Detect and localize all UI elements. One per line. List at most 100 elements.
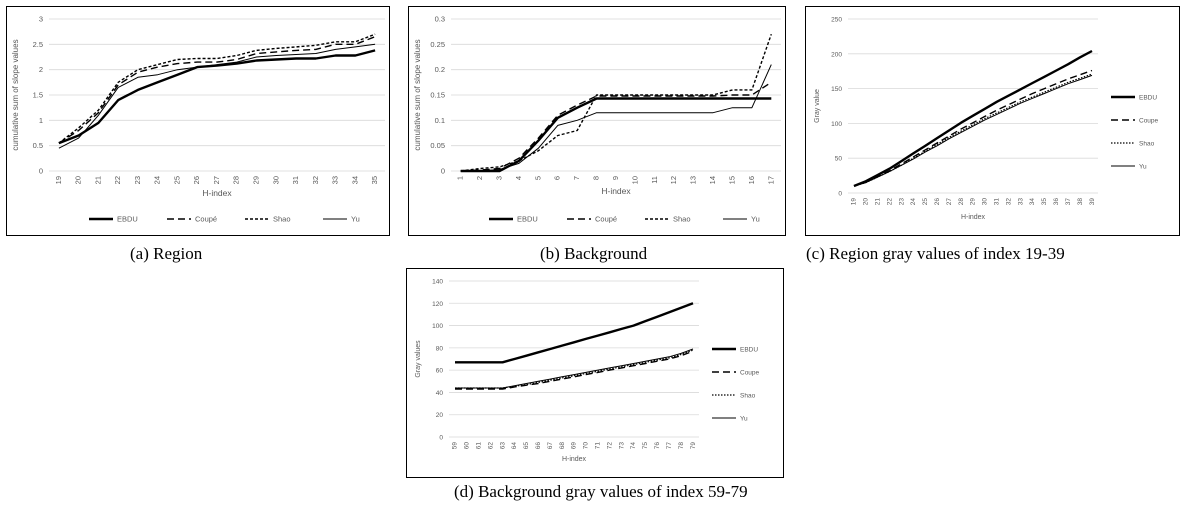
- legend-label: Coupé: [195, 215, 217, 224]
- y-axis-label: Gray values: [415, 340, 422, 378]
- x-tick-label: 62: [487, 442, 494, 450]
- chart-a-svg: 0 0.5 1 1.5 2 2.5 3 19 20 21 22 23 24 25 26 27 28 29 30 31 3…: [11, 15, 385, 224]
- series-line-yu: [455, 348, 694, 389]
- x-tick-label: 20: [863, 198, 870, 206]
- y-tick-label: 50: [835, 156, 843, 163]
- x-tick-label: 68: [559, 442, 566, 450]
- x-tick-label: 30: [982, 198, 989, 206]
- y-tick-label: 40: [436, 390, 444, 397]
- x-tick-label: 61: [475, 442, 482, 450]
- x-tick-label: 76: [654, 442, 661, 450]
- y-tick-label: 100: [432, 323, 443, 330]
- y-tick-label: 250: [831, 17, 842, 24]
- x-tick-label: 34: [350, 176, 359, 184]
- legend-label: EBDU: [740, 347, 758, 354]
- x-tick-label: 32: [311, 176, 320, 184]
- x-tick-label: 65: [523, 442, 530, 450]
- y-tick-label: 0: [439, 435, 443, 442]
- legend-label: Shao: [1139, 141, 1155, 148]
- x-tick-label: 66: [535, 442, 542, 450]
- x-tick-label: 33: [1017, 198, 1024, 206]
- y-axis-label: cumulative sum of slope values: [11, 39, 20, 150]
- x-axis-label: H-index: [961, 214, 986, 221]
- legend-label: Shao: [273, 215, 291, 224]
- x-tick-label: 4: [514, 176, 523, 180]
- x-tick-label: 21: [874, 198, 881, 206]
- x-tick-label: 9: [611, 176, 620, 180]
- x-tick-label: 24: [153, 176, 162, 184]
- series-line-yu: [58, 43, 376, 149]
- series-line-ebdu: [58, 49, 376, 145]
- series-line-ebdu: [460, 97, 772, 173]
- x-tick-label: 67: [547, 442, 554, 450]
- legend-label: EBDU: [117, 215, 138, 224]
- x-tick-label: 26: [934, 198, 941, 206]
- x-tick-label: 22: [113, 176, 122, 184]
- x-tick-label: 37: [1065, 198, 1072, 206]
- x-tick-label: 19: [851, 198, 858, 206]
- y-tick-label: 2: [39, 65, 43, 74]
- x-tick-label: 39: [1089, 198, 1096, 206]
- x-tick-label: 31: [291, 176, 300, 184]
- y-tick-label: 200: [831, 51, 842, 58]
- x-tick-label: 77: [666, 442, 673, 450]
- x-tick-label: 78: [678, 442, 685, 450]
- chart-panel-c: 0 50 100 150 200 250 19 20 21 22 23 24 25 26 27 28 29 30 3…: [805, 6, 1180, 236]
- caption-c: (c) Region gray values of index 19-39: [806, 244, 1065, 263]
- x-tick-label: 75: [642, 442, 649, 450]
- caption-b: (b) Background: [540, 244, 648, 263]
- x-tick-label: 13: [689, 176, 698, 184]
- x-tick-label: 33: [331, 176, 340, 184]
- y-tick-label: 0.1: [435, 116, 445, 125]
- x-tick-label: 63: [499, 442, 506, 450]
- y-tick-label: 2.5: [33, 40, 43, 49]
- x-tick-label: 20: [74, 176, 83, 184]
- x-tick-label: 24: [910, 198, 917, 206]
- y-axis-label: cumulative sum of slope values: [413, 39, 422, 150]
- x-tick-label: 25: [172, 176, 181, 184]
- x-tick-label: 64: [511, 442, 518, 450]
- x-tick-label: 74: [630, 442, 637, 450]
- x-tick-label: 29: [252, 176, 261, 184]
- legend-label: Yu: [351, 215, 360, 224]
- y-tick-label: 0.15: [430, 91, 445, 100]
- x-tick-label: 23: [898, 198, 905, 206]
- x-tick-label: 73: [618, 442, 625, 450]
- x-axis-label: H-index: [562, 456, 587, 463]
- x-tick-label: 12: [669, 176, 678, 184]
- x-tick-label: 8: [592, 176, 601, 180]
- x-tick-label: 15: [727, 176, 736, 184]
- x-tick-label: 31: [994, 198, 1001, 206]
- x-tick-label: 22: [886, 198, 893, 206]
- legend-label: Coupe: [740, 370, 760, 377]
- x-tick-label: 14: [708, 176, 717, 184]
- chart-d-svg: 0 20 40 60 80 100 120 140 59 60 61 62 63 64 65 66 67 68 69…: [415, 279, 760, 464]
- x-tick-label: 11: [650, 176, 659, 184]
- legend-label: EBDU: [517, 215, 538, 224]
- series-line-ebdu: [455, 302, 694, 364]
- series-line-shao: [58, 33, 376, 144]
- y-tick-label: 3: [39, 15, 43, 24]
- x-tick-label: 26: [192, 176, 201, 184]
- x-tick-label: 71: [595, 442, 602, 450]
- y-tick-label: 1.5: [33, 91, 43, 100]
- legend-label: EBDU: [1139, 95, 1157, 102]
- y-tick-label: 1: [39, 116, 43, 125]
- y-tick-label: 100: [831, 121, 842, 128]
- x-tick-label: 38: [1077, 198, 1084, 206]
- x-tick-label: 28: [958, 198, 965, 206]
- legend-label: Coupé: [595, 215, 617, 224]
- x-tick-label: 29: [970, 198, 977, 206]
- caption-d: (d) Background gray values of index 59-7…: [454, 482, 748, 501]
- x-tick-label: 19: [54, 176, 63, 184]
- x-tick-label: 35: [370, 176, 379, 184]
- y-tick-label: 20: [436, 412, 444, 419]
- series-line-shao: [455, 349, 694, 389]
- y-tick-label: 0.2: [435, 65, 445, 74]
- y-tick-label: 0: [441, 167, 445, 176]
- series-line-coupe: [455, 350, 694, 390]
- x-tick-label: 17: [766, 176, 775, 184]
- legend-label: Coupe: [1139, 118, 1159, 125]
- series-line-yu: [853, 74, 1093, 187]
- chart-c-svg: 0 50 100 150 200 250 19 20 21 22 23 24 25 26 27 28 29 30 3…: [814, 17, 1159, 222]
